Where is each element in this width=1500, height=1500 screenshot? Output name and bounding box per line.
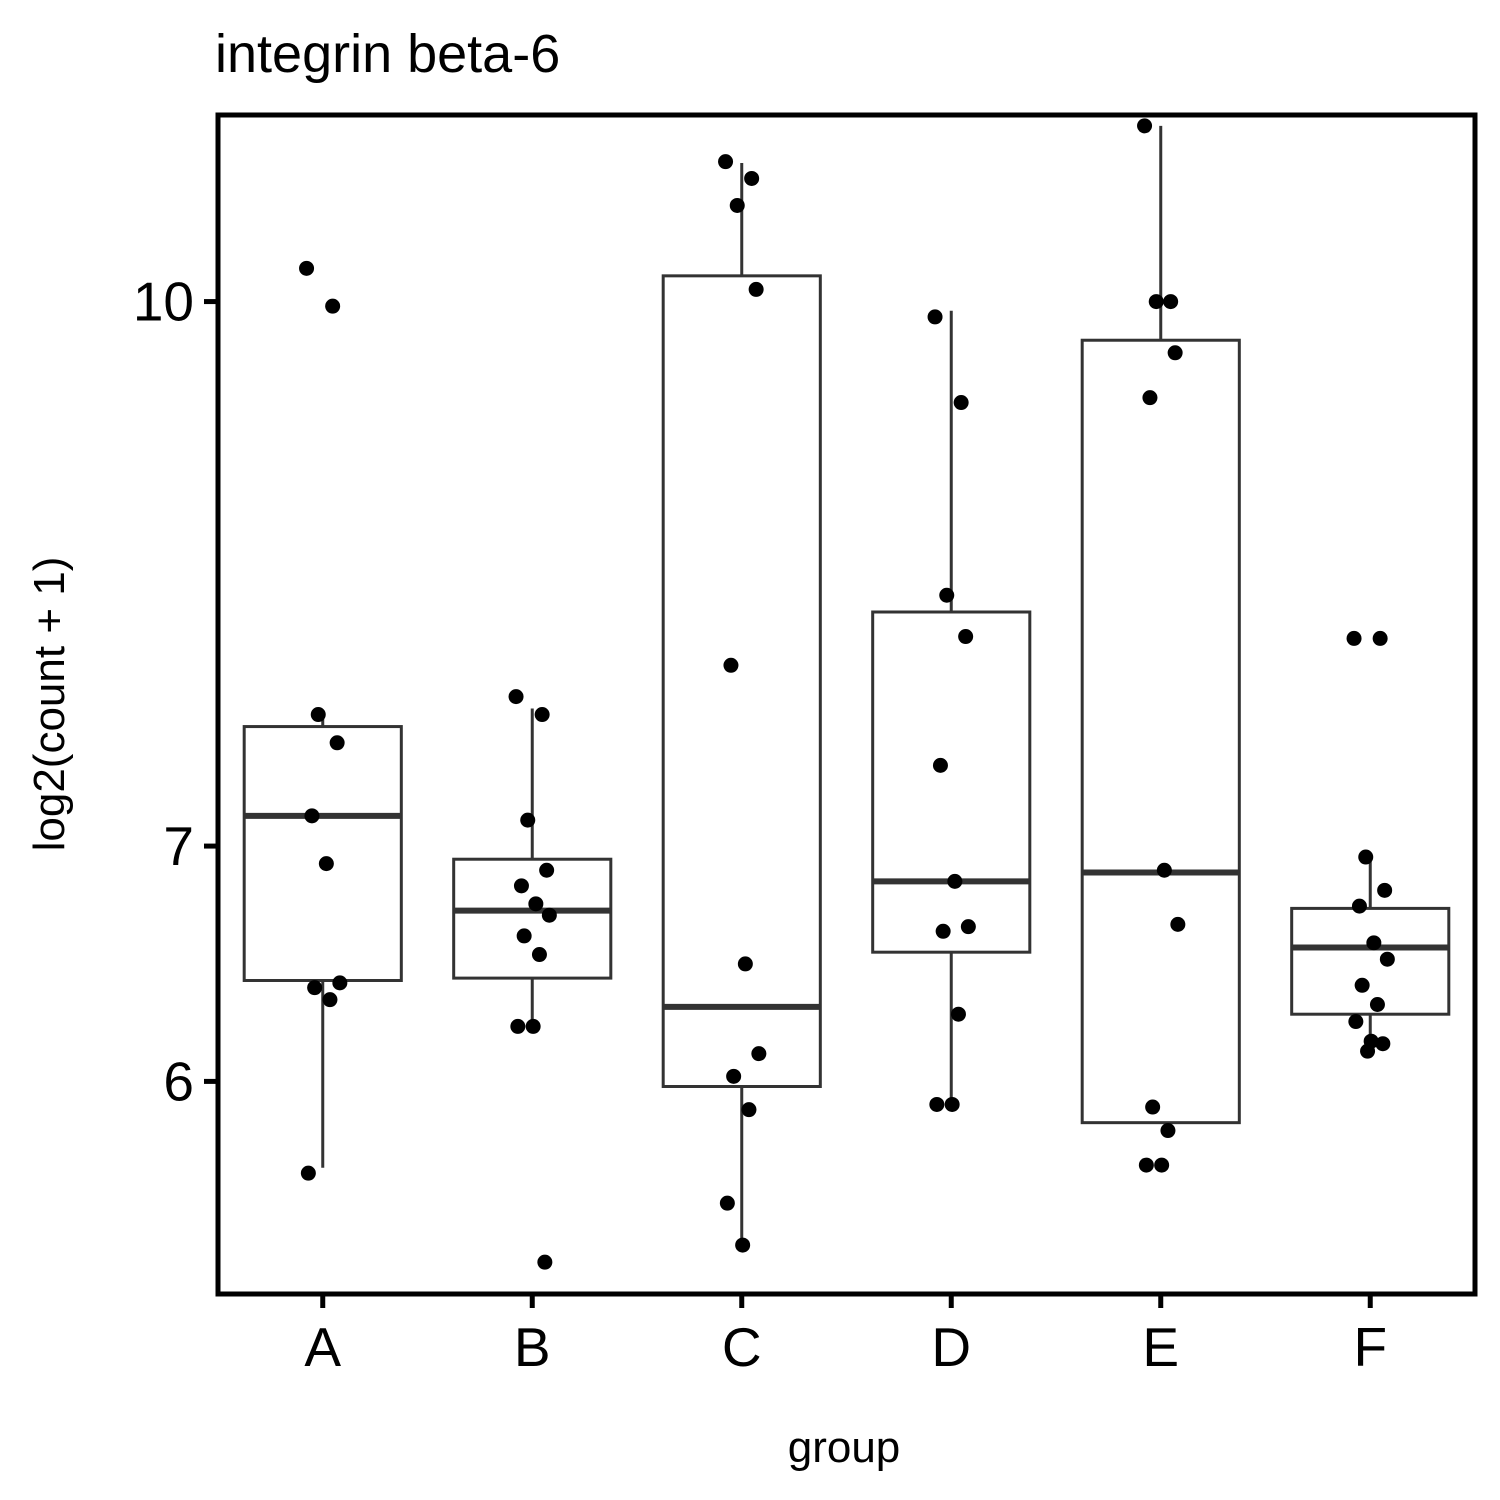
data-point xyxy=(332,975,348,991)
data-point xyxy=(748,281,764,297)
chart-title: integrin beta-6 xyxy=(215,24,560,84)
data-point xyxy=(1377,882,1393,898)
y-axis-label: log2(count + 1) xyxy=(25,557,74,852)
data-point xyxy=(1358,849,1374,865)
data-point xyxy=(947,873,963,889)
data-point xyxy=(1137,118,1153,134)
jitter-points xyxy=(299,118,1395,1270)
data-point xyxy=(1154,1157,1170,1173)
box-iqr xyxy=(871,610,1032,954)
data-point xyxy=(729,197,745,213)
data-point xyxy=(726,1068,742,1084)
data-point xyxy=(541,907,557,923)
data-point xyxy=(735,1237,751,1253)
data-point xyxy=(1360,1043,1376,1059)
data-point xyxy=(537,1254,553,1270)
data-point xyxy=(718,154,734,170)
data-point xyxy=(1348,1014,1364,1030)
data-point xyxy=(307,980,323,996)
box-iqr xyxy=(1290,906,1451,1016)
data-point xyxy=(1170,916,1186,932)
data-point xyxy=(944,1096,960,1112)
data-point xyxy=(744,170,760,186)
data-point xyxy=(932,757,948,773)
y-tick-label: 7 xyxy=(163,815,194,877)
data-point xyxy=(516,928,532,944)
data-point xyxy=(737,956,753,972)
data-point xyxy=(508,689,524,705)
data-point xyxy=(939,587,955,603)
data-point xyxy=(539,862,555,878)
data-point xyxy=(953,395,969,411)
data-point xyxy=(1354,977,1370,993)
data-point xyxy=(1167,345,1183,361)
data-point xyxy=(1372,630,1388,646)
data-point xyxy=(1346,630,1362,646)
data-point xyxy=(927,309,943,325)
data-point xyxy=(325,298,341,314)
data-point xyxy=(1138,1157,1154,1173)
box-iqr xyxy=(242,725,403,982)
data-point xyxy=(929,1096,945,1112)
data-point xyxy=(950,1006,966,1022)
data-point xyxy=(935,923,951,939)
data-point xyxy=(1156,862,1172,878)
x-axis: A B C D E F xyxy=(304,1294,1387,1378)
data-point xyxy=(1379,951,1395,967)
box-group-d xyxy=(871,310,1032,1102)
data-point xyxy=(528,896,544,912)
box-iqr xyxy=(1080,338,1241,1125)
x-tick-label: A xyxy=(304,1316,341,1378)
data-point xyxy=(741,1102,757,1118)
x-tick-label: F xyxy=(1353,1316,1387,1378)
data-point xyxy=(299,260,315,276)
y-axis: 6 7 10 xyxy=(133,271,218,1112)
data-point xyxy=(723,657,739,673)
data-point xyxy=(751,1046,767,1062)
data-point xyxy=(310,707,326,723)
y-tick-label: 10 xyxy=(133,271,194,333)
box-group-b xyxy=(452,708,613,1024)
box-group-a xyxy=(242,718,403,1168)
data-point xyxy=(1375,1036,1391,1052)
data-point xyxy=(1142,390,1158,406)
data-point xyxy=(513,878,529,894)
data-point xyxy=(322,992,338,1008)
data-point xyxy=(1351,898,1367,914)
x-tick-label: D xyxy=(931,1316,971,1378)
x-tick-label: B xyxy=(514,1316,551,1378)
box-iqr xyxy=(661,274,822,1088)
data-point xyxy=(1163,294,1179,310)
data-point xyxy=(719,1195,735,1211)
data-point xyxy=(329,735,345,751)
plot-marks xyxy=(242,125,1451,1243)
x-tick-label: E xyxy=(1142,1316,1179,1378)
data-point xyxy=(534,707,550,723)
data-point xyxy=(520,812,536,828)
data-point xyxy=(304,808,320,824)
x-axis-label: group xyxy=(788,1423,901,1472)
data-point xyxy=(1160,1123,1176,1139)
box-group-e xyxy=(1080,125,1241,1125)
x-tick-label: C xyxy=(722,1316,762,1378)
data-point xyxy=(958,629,974,645)
data-point xyxy=(1148,294,1164,310)
data-point xyxy=(1145,1099,1161,1115)
plot-panel-border xyxy=(215,112,1478,1297)
data-point xyxy=(960,919,976,935)
data-point xyxy=(531,947,547,963)
data-point xyxy=(300,1165,316,1181)
data-point xyxy=(1369,996,1385,1012)
y-tick-label: 6 xyxy=(163,1050,194,1112)
data-point xyxy=(525,1018,541,1034)
box-group-c xyxy=(661,163,822,1243)
data-point xyxy=(510,1018,526,1034)
data-point xyxy=(318,856,334,872)
data-point xyxy=(1366,935,1382,951)
box-iqr xyxy=(452,857,613,980)
